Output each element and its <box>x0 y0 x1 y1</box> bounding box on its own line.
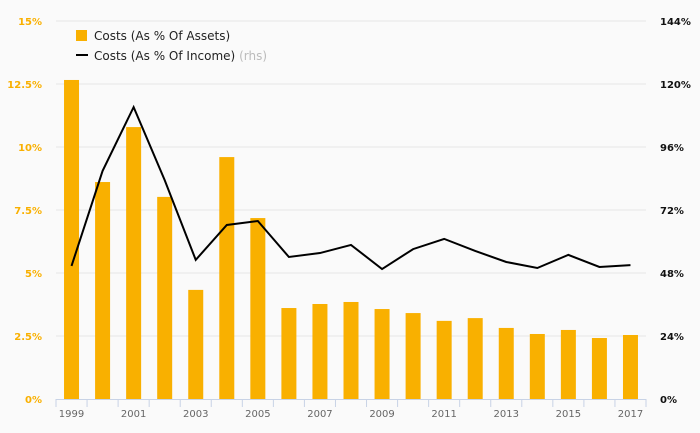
bar-2002 <box>157 196 173 399</box>
bar-2017 <box>622 334 638 399</box>
left-tick-label: 0% <box>25 395 42 406</box>
bar-2015 <box>560 329 576 399</box>
legend-label-assets: Costs (As % Of Assets) <box>94 29 230 43</box>
axes: 0% 2.5% 5% 7.5% 10% 12.5% 15% 0% 24% 48% 72% 96% 120… <box>7 17 691 420</box>
x-tick-label: 2015 <box>556 409 581 420</box>
bar-series <box>64 79 638 399</box>
x-tick-label: 2009 <box>369 409 394 420</box>
x-tick-label: 2007 <box>307 409 332 420</box>
bar-1999 <box>64 79 80 399</box>
bar-2004 <box>219 157 235 399</box>
bar-2003 <box>188 289 204 399</box>
legend-label-income-text: Costs (As % Of Income) <box>94 49 235 63</box>
right-tick-label: 120% <box>660 80 691 91</box>
line-series <box>70 104 631 271</box>
right-tick-label: 48% <box>660 269 684 280</box>
bar-2001 <box>126 127 142 399</box>
bar-2010 <box>405 313 421 399</box>
left-tick-label: 7.5% <box>14 206 42 217</box>
left-tick-label: 2.5% <box>14 332 42 343</box>
x-tick-label: 1999 <box>59 409 84 420</box>
gridlines <box>56 20 646 337</box>
left-tick-label: 15% <box>18 17 42 28</box>
bar-2007 <box>312 303 328 399</box>
bar-2012 <box>467 318 483 399</box>
x-tick-label: 2001 <box>121 409 146 420</box>
bar-2011 <box>436 320 452 399</box>
bar-2006 <box>281 308 297 399</box>
bar-2014 <box>529 333 545 399</box>
x-tick-label: 2003 <box>183 409 208 420</box>
left-tick-label: 10% <box>18 143 42 154</box>
right-tick-label: 0% <box>660 395 677 406</box>
right-tick-label: 24% <box>660 332 684 343</box>
right-tick-label: 72% <box>660 206 684 217</box>
bar-2009 <box>374 309 390 399</box>
left-tick-label: 12.5% <box>7 80 42 91</box>
x-tick-label: 2013 <box>494 409 519 420</box>
bar-2005 <box>250 218 266 399</box>
left-tick-label: 5% <box>25 269 42 280</box>
legend-swatch-assets <box>76 30 87 41</box>
right-tick-label: 96% <box>660 143 684 154</box>
right-tick-label: 144% <box>660 17 691 28</box>
legend-rhs-marker: (rhs) <box>239 49 267 63</box>
x-tick-label: 2017 <box>618 409 643 420</box>
income-line <box>70 104 631 271</box>
bar-2000 <box>95 182 111 399</box>
bar-2016 <box>591 338 607 399</box>
bar-2013 <box>498 327 514 399</box>
x-tick-label: 2011 <box>431 409 456 420</box>
x-tick-label: 2005 <box>245 409 270 420</box>
bar-2008 <box>343 301 359 399</box>
legend: Costs (As % Of Assets) Costs (As % Of In… <box>76 29 267 63</box>
legend-label-income: Costs (As % Of Income) (rhs) <box>94 49 267 63</box>
